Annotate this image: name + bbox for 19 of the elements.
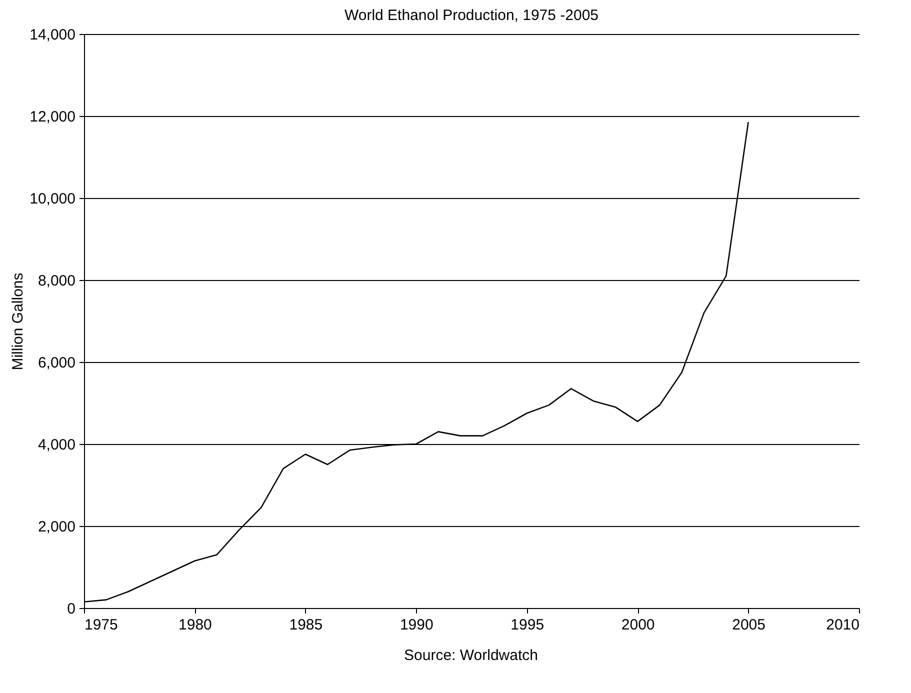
x-tick-label: 1990: [400, 616, 434, 634]
x-tick-label: 1995: [510, 616, 544, 634]
y-tick-label: 0: [67, 600, 76, 618]
y-tick-label: 4,000: [38, 436, 76, 454]
y-tick-label: 10,000: [30, 190, 76, 208]
y-tick-label: 12,000: [30, 108, 76, 126]
x-tick-label: 2005: [732, 616, 766, 634]
chart-title: World Ethanol Production, 1975 -2005: [344, 7, 599, 24]
x-tick-label: 2010: [826, 616, 860, 634]
y-tick-label: 14,000: [30, 26, 76, 44]
source-note: Source: Worldwatch: [404, 647, 538, 664]
x-tick-label: 2000: [621, 616, 655, 634]
y-tick-label: 2,000: [38, 518, 76, 536]
y-tick-label: 8,000: [38, 272, 76, 290]
y-axis-title: Million Gallons: [10, 272, 27, 370]
y-tick-label: 6,000: [38, 354, 76, 372]
x-tick-label: 1980: [178, 616, 212, 634]
x-tick-label: 1985: [289, 616, 323, 634]
x-tick-label: 1975: [84, 616, 118, 634]
